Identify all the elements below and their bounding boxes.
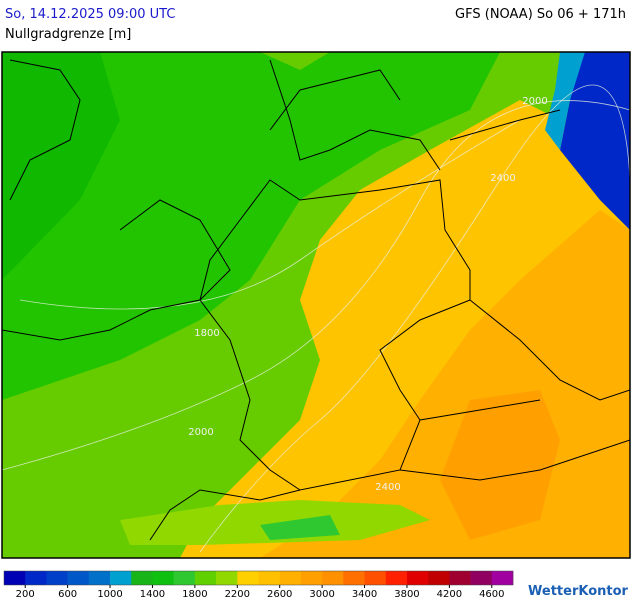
colorbar-tick-label: 600 <box>58 589 77 600</box>
cold-region <box>560 52 630 230</box>
colorbar-tick-label: 200 <box>16 589 35 600</box>
colorbar-swatch <box>46 571 68 585</box>
colorbar-swatch <box>470 571 493 585</box>
colorbar-swatch <box>449 571 471 585</box>
colorbar-tick-label: 4200 <box>437 589 462 600</box>
colorbar-swatch <box>88 571 111 585</box>
colorbar-tick-label: 1400 <box>140 589 165 600</box>
colorbar-swatch <box>406 571 429 585</box>
colorbar-swatch <box>67 571 90 585</box>
colorbar-swatch <box>279 571 302 585</box>
colorbar-swatch <box>25 571 47 585</box>
colorbar-swatch <box>258 571 281 585</box>
colorbar-tick-label: 2600 <box>267 589 292 600</box>
map: 2000 2400 1800 2000 2400 <box>1 51 631 559</box>
colorbar-swatch <box>364 571 387 585</box>
colorbar-swatch <box>173 571 196 585</box>
contour-label: 1800 <box>194 328 219 339</box>
colorbar-swatch <box>110 571 132 585</box>
high-region <box>440 390 560 540</box>
contour-label: 2000 <box>522 96 547 107</box>
colorbar-tick-label: 4600 <box>479 589 504 600</box>
colorbar-swatch <box>300 571 323 585</box>
colorbar-swatch <box>131 571 153 585</box>
contour-label: 2400 <box>375 482 400 493</box>
colorbar-frame <box>3 570 514 586</box>
map-frame <box>1 51 631 559</box>
colorbar-tick-label: 3400 <box>352 589 377 600</box>
colorbar-swatch <box>216 571 238 585</box>
contour-label: 2400 <box>490 173 515 184</box>
colorbar-tick-label: 2200 <box>225 589 250 600</box>
alps-region <box>260 515 340 540</box>
colorbar-swatch <box>385 571 408 585</box>
colorbar-swatch <box>237 571 259 585</box>
colorbar: 200 600 1000 1400 1800 2200 2600 3000 3400 3800 42… <box>3 570 514 600</box>
colorbar-tick-label: 1800 <box>182 589 207 600</box>
model-run: GFS (NOAA) So 06 + 171h <box>455 7 626 22</box>
colorbar-swatch <box>4 571 26 585</box>
colorbar-swatch <box>343 571 365 585</box>
colorbar-tick-label: 3800 <box>394 589 419 600</box>
colorbar-swatch <box>152 571 174 585</box>
datetime: So, 14.12.2025 09:00 UTC <box>5 7 175 22</box>
low-region <box>2 52 120 280</box>
alps-region <box>120 500 430 545</box>
low-region <box>2 52 500 400</box>
contour-label: 2000 <box>188 427 213 438</box>
colorbar-swatch <box>194 571 217 585</box>
colorbar-swatch <box>428 571 450 585</box>
logo: WetterKontor <box>528 584 629 599</box>
colorbar-swatch <box>322 571 344 585</box>
colorbar-swatch <box>491 571 514 585</box>
parameter: Nullgradgrenze [m] <box>5 27 131 42</box>
colorbar-tick-label: 1000 <box>97 589 122 600</box>
colorbar-tick-label: 3000 <box>309 589 334 600</box>
